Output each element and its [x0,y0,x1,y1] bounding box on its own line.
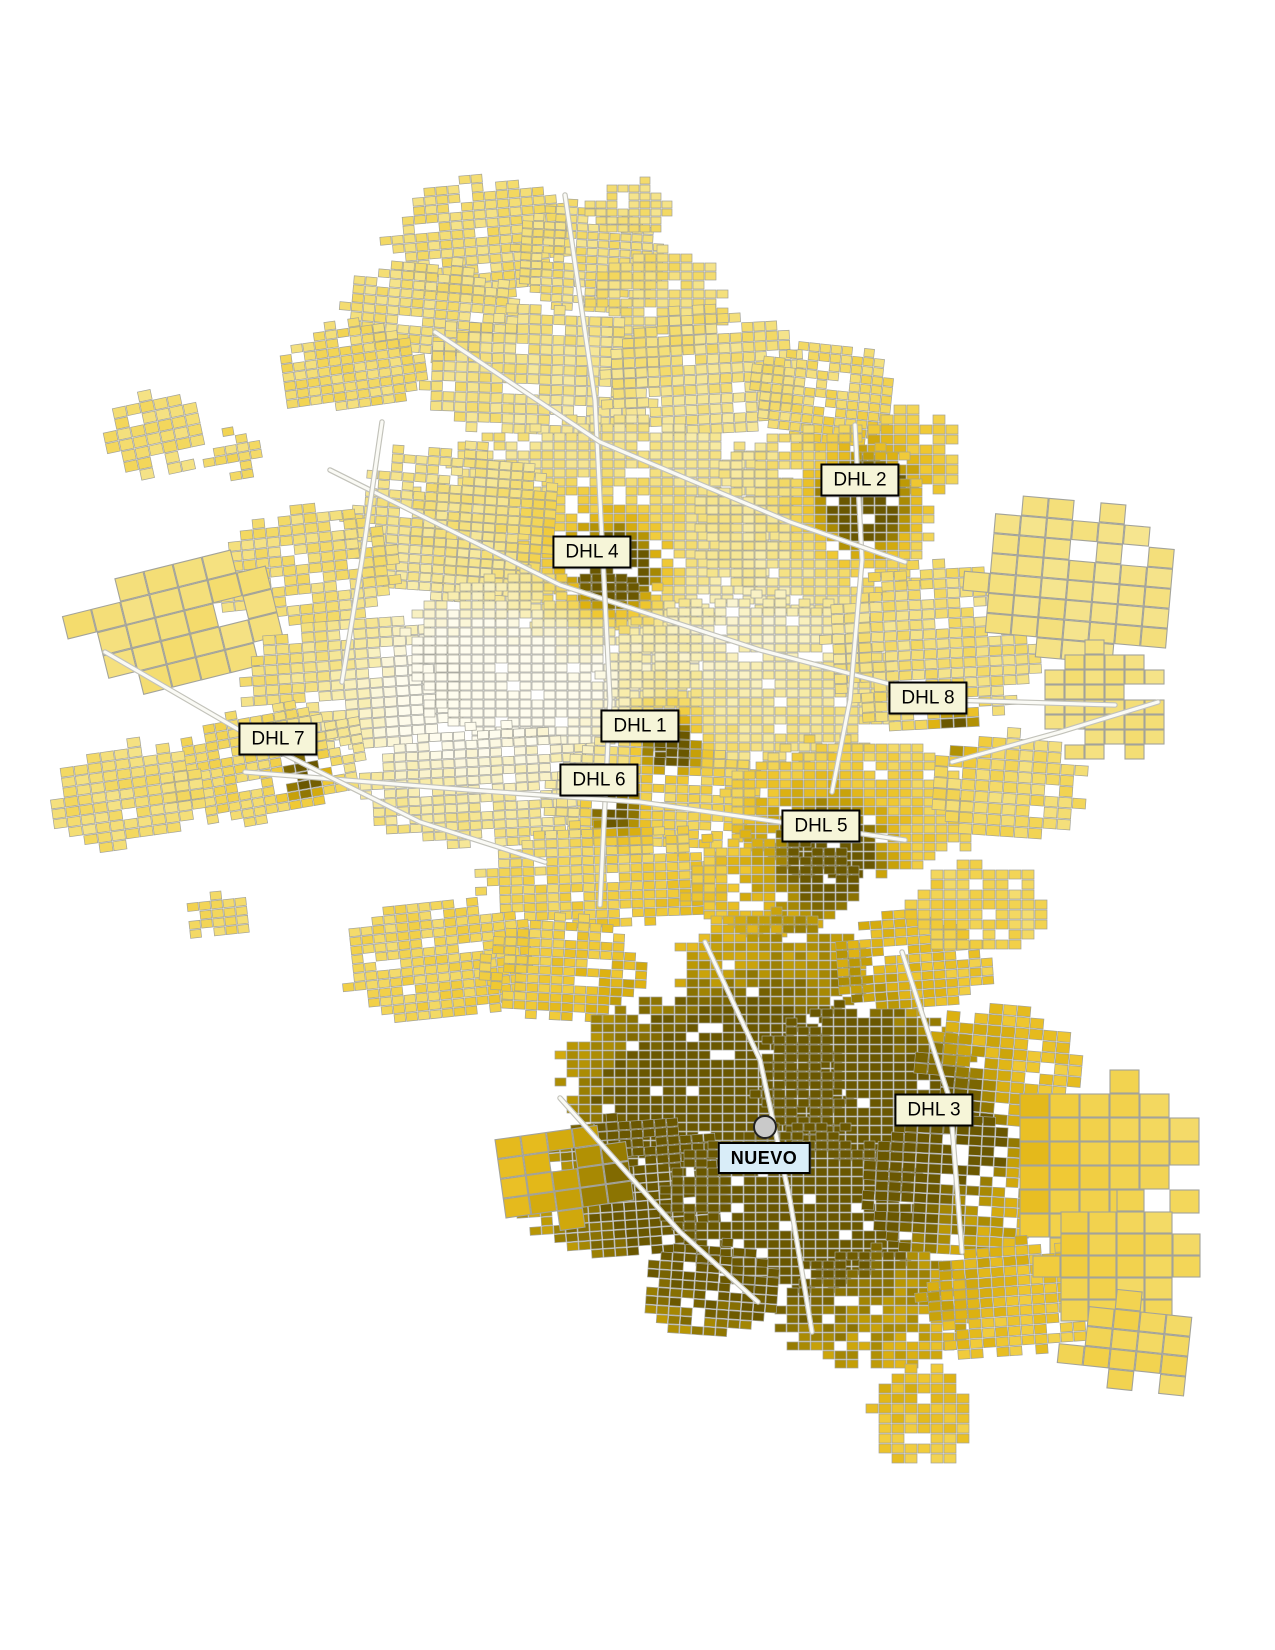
city-blocks-layer [50,173,1201,1464]
